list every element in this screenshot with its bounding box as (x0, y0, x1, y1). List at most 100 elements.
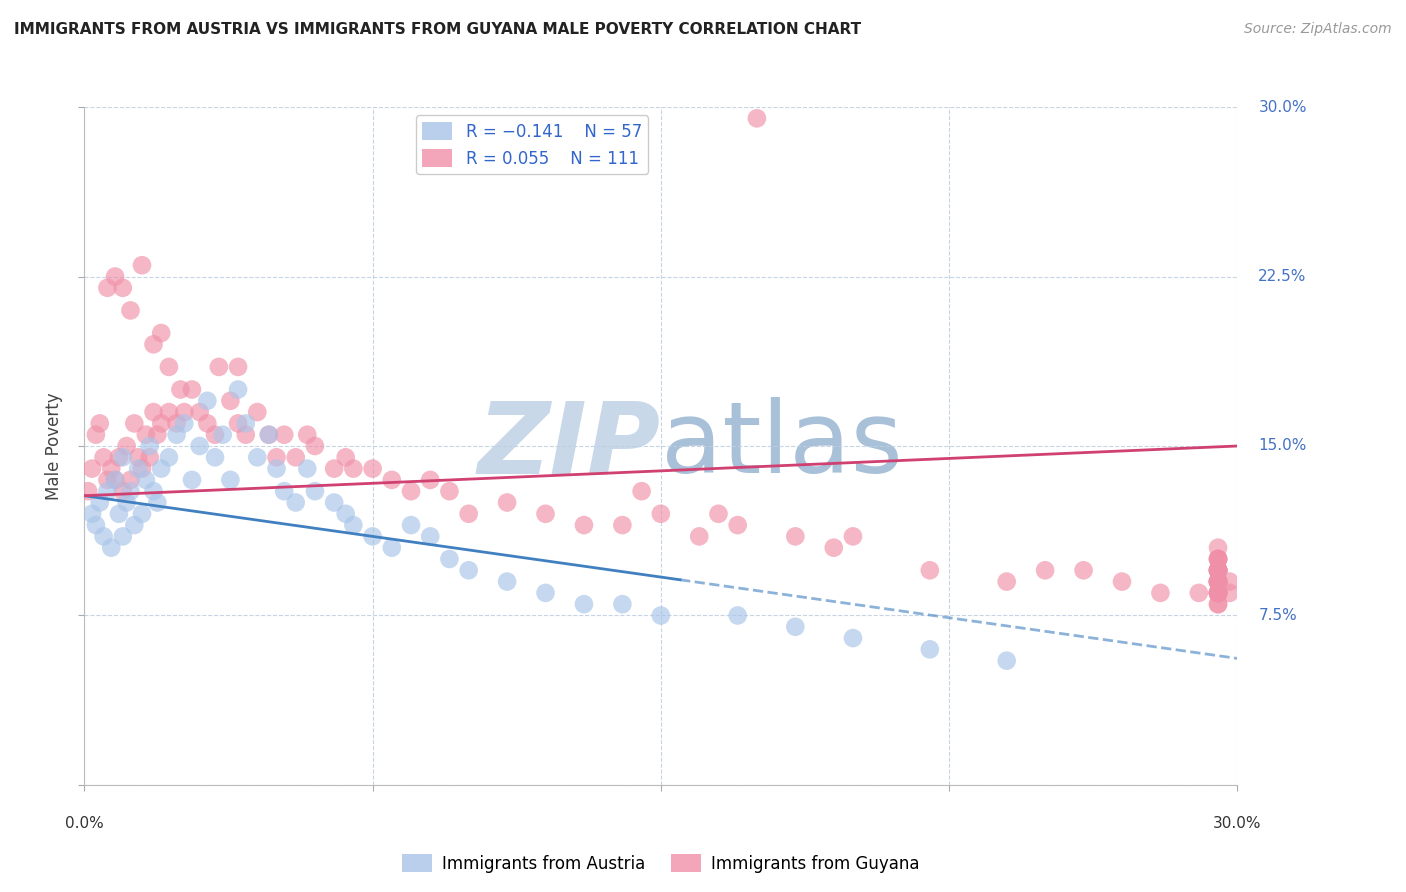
Point (100, 461, 122, 475)
Point (1188, 586, 1211, 600)
Point (266, 450, 288, 465)
Point (823, 541, 845, 555)
Point (630, 484, 652, 499)
Point (257, 427, 280, 442)
Point (84, 427, 107, 442)
Point (135, 473, 157, 487)
Point (1206, 574, 1229, 589)
Point (235, 417, 257, 431)
Y-axis label: Male Poverty: Male Poverty (45, 392, 63, 500)
Point (219, 393, 242, 408)
Text: 0.0%: 0.0% (65, 816, 104, 831)
Point (127, 450, 149, 465)
Point (688, 529, 710, 543)
Point (1111, 574, 1133, 589)
Point (1206, 574, 1229, 589)
Point (534, 507, 557, 521)
Point (127, 461, 149, 475)
Point (650, 507, 672, 521)
Point (650, 608, 672, 623)
Point (323, 461, 346, 475)
Point (1206, 563, 1229, 577)
Point (1206, 552, 1229, 566)
Point (124, 417, 146, 431)
Point (226, 359, 249, 374)
Point (246, 405, 269, 419)
Point (93, 529, 115, 543)
Point (166, 417, 188, 431)
Point (266, 461, 288, 475)
Point (80, 507, 103, 521)
Point (96, 281, 118, 295)
Point (104, 473, 127, 487)
Point (727, 608, 749, 623)
Point (918, 642, 941, 657)
Point (1206, 586, 1229, 600)
Legend: R = −0.141    N = 57, R = 0.055    N = 111: R = −0.141 N = 57, R = 0.055 N = 111 (416, 115, 648, 174)
Point (77, 484, 100, 499)
Point (181, 473, 204, 487)
Text: atlas: atlas (661, 398, 903, 494)
Point (1206, 586, 1229, 600)
Point (1206, 597, 1229, 611)
Point (111, 529, 134, 543)
Point (89, 495, 111, 509)
Point (1206, 552, 1229, 566)
Text: 22.5%: 22.5% (1258, 269, 1306, 284)
Point (361, 461, 384, 475)
Point (219, 473, 242, 487)
Point (785, 620, 807, 634)
Point (1206, 574, 1229, 589)
Point (100, 541, 122, 555)
Point (181, 383, 204, 397)
Text: 15.0%: 15.0% (1258, 439, 1306, 453)
Text: 7.5%: 7.5% (1258, 608, 1298, 623)
Point (89, 417, 111, 431)
Point (342, 518, 364, 533)
Point (1033, 563, 1056, 577)
Point (572, 518, 595, 533)
Point (399, 518, 422, 533)
Point (211, 427, 233, 442)
Point (342, 461, 364, 475)
Point (135, 427, 157, 442)
Point (1206, 552, 1229, 566)
Point (707, 507, 730, 521)
Point (169, 383, 191, 397)
Point (104, 473, 127, 487)
Point (1149, 586, 1171, 600)
Point (104, 269, 127, 284)
Point (120, 484, 142, 499)
Text: 30.0%: 30.0% (1258, 100, 1306, 114)
Point (138, 450, 160, 465)
Point (1206, 586, 1229, 600)
Point (496, 495, 519, 509)
Point (297, 427, 319, 442)
Point (142, 405, 165, 419)
Text: 30.0%: 30.0% (1213, 816, 1261, 831)
Point (120, 473, 142, 487)
Point (188, 405, 211, 419)
Point (138, 439, 160, 453)
Point (1206, 563, 1229, 577)
Point (381, 541, 404, 555)
Point (284, 450, 307, 465)
Point (108, 507, 131, 521)
Point (1206, 552, 1229, 566)
Point (1206, 574, 1229, 589)
Point (1206, 563, 1229, 577)
Point (572, 597, 595, 611)
Point (157, 450, 180, 465)
Point (745, 112, 768, 126)
Point (727, 518, 749, 533)
Point (1206, 597, 1229, 611)
Point (842, 631, 865, 645)
Point (457, 507, 479, 521)
Text: Source: ZipAtlas.com: Source: ZipAtlas.com (1244, 22, 1392, 37)
Point (323, 495, 346, 509)
Point (1206, 541, 1229, 555)
Point (93, 450, 115, 465)
Point (612, 518, 634, 533)
Point (1073, 563, 1095, 577)
Point (995, 654, 1018, 668)
